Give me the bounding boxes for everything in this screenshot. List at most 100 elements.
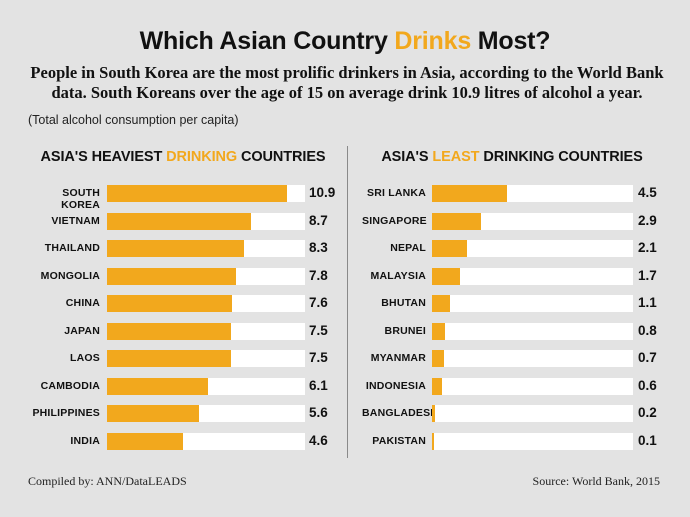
least-bar-track [432,267,633,285]
heaviest-value-label: 7.8 [309,267,328,283]
least-bar-row: BRUNEI 0.8 [362,321,662,349]
least-bar-row: NEPAL 2.1 [362,238,662,266]
least-bar [432,350,444,367]
heaviest-bar-row: LAOS 7.5 [28,348,338,376]
heaviest-bar-row: CAMBODIA 6.1 [28,376,338,404]
heaviest-bar-row: MONGOLIA 7.8 [28,266,338,294]
heaviest-value-label: 8.7 [309,212,328,228]
heaviest-bar-row: CHINA 7.6 [28,293,338,321]
least-bar-row: SRI LANKA 4.5 [362,183,662,211]
heaviest-value-label: 7.5 [309,322,328,338]
heaviest-bar-row: INDIA 4.6 [28,431,338,459]
heaviest-value-label: 4.6 [309,432,328,448]
heaviest-title-pre: ASIA'S HEAVIEST [40,149,167,165]
least-bar-row: BANGLADESH 0.2 [362,403,662,431]
least-category-label: SRI LANKA [367,187,426,199]
heaviest-category-label: SOUTH KOREA [61,187,100,211]
least-bar-row: INDONESIA 0.6 [362,376,662,404]
heaviest-bar-row: PHILIPPINES 5.6 [28,403,338,431]
least-value-label: 1.7 [638,267,657,283]
least-bar-track [432,295,633,312]
heaviest-bar [107,377,208,395]
least-bar [432,240,468,257]
heaviest-value-label: 7.6 [309,295,328,310]
subtitle: People in South Korea are the most proli… [30,63,664,102]
least-bar-track [432,377,633,395]
least-bar [432,267,461,285]
least-category-label: SINGAPORE [362,214,427,227]
least-category-label: BRUNEI [384,324,426,337]
least-bar-track [432,432,633,450]
title-highlight: Drinks [394,27,472,55]
heaviest-bar-row: VIETNAM 8.7 [28,211,338,239]
heaviest-bar-track [107,322,305,340]
least-bar [432,377,443,395]
least-category-label: BHUTAN [381,297,426,309]
heaviest-bar [107,405,200,422]
least-title-highlight: LEAST [432,149,480,165]
heaviest-bar-track [107,267,305,285]
heaviest-category-label: THAILAND [44,242,100,254]
heaviest-bar [107,240,244,257]
least-value-label: 2.9 [638,212,657,228]
heaviest-bar [107,295,233,312]
least-bar-row: BHUTAN 1.1 [362,293,662,321]
least-bar-track [432,322,633,340]
heaviest-value-label: 5.6 [309,405,328,420]
heaviest-bar [107,322,231,340]
least-bar-list: SRI LANKA 4.5 SINGAPORE 2.9 NEPAL 2.1 MALAYSIA… [362,183,662,458]
heaviest-bar-track [107,350,305,367]
heaviest-category-label: INDIA [70,434,100,447]
least-bar [432,295,451,312]
heaviest-bar-row: SOUTH KOREA 10.9 [28,183,338,211]
heaviest-bar-row: THAILAND 8.3 [28,238,338,266]
least-category-label: PAKISTAN [372,434,426,447]
least-panel: ASIA'S LEAST DRINKING COUNTRIES SRI LANK… [362,146,662,458]
heaviest-bar-track [107,377,305,395]
heaviest-bar-track [107,240,305,257]
least-bar-track [432,240,633,257]
heaviest-category-label: CHINA [65,297,100,309]
heaviest-bar [107,432,183,450]
least-value-label: 0.7 [638,350,657,365]
least-category-label: INDONESIA [365,379,426,392]
heaviest-category-label: JAPAN [64,324,100,337]
least-bar [432,212,481,230]
page-title: Which Asian Country Drinks Most? [0,27,690,56]
least-value-label: 0.8 [638,322,657,338]
heaviest-panel: ASIA'S HEAVIEST DRINKING COUNTRIES SOUTH… [28,146,338,458]
least-bar-track [432,350,633,367]
heaviest-bar-track [107,432,305,450]
heaviest-value-label: 8.3 [309,240,328,255]
least-value-label: 0.6 [638,377,657,393]
least-bar-track [432,212,633,230]
heaviest-bar-track [107,405,305,422]
heaviest-panel-title: ASIA'S HEAVIEST DRINKING COUNTRIES [28,146,338,168]
least-bar-track [432,405,633,422]
heaviest-value-label: 10.9 [309,185,336,200]
units-note: (Total alcohol consumption per capita) [28,113,239,127]
least-value-label: 2.1 [638,240,657,255]
title-pre: Which Asian Country [139,27,395,55]
heaviest-category-label: LAOS [70,352,100,364]
heaviest-category-label: MONGOLIA [40,269,100,282]
heaviest-bar [107,185,287,202]
compiled-by: Compiled by: ANN/DataLEADS [28,474,187,488]
least-category-label: NEPAL [390,242,426,254]
least-bar-track [432,185,633,202]
heaviest-category-label: CAMBODIA [40,379,100,392]
least-bar-row: MYANMAR 0.7 [362,348,662,376]
least-title-post: DRINKING COUNTRIES [479,149,643,165]
heaviest-value-label: 7.5 [309,350,328,365]
least-panel-title: ASIA'S LEAST DRINKING COUNTRIES [362,146,662,168]
least-category-label: MALAYSIA [370,269,426,282]
least-value-label: 0.2 [638,405,657,420]
least-bar [432,405,436,422]
least-value-label: 4.5 [638,185,657,200]
heaviest-bar-row: JAPAN 7.5 [28,321,338,349]
heaviest-title-post: COUNTRIES [237,149,326,165]
heaviest-value-label: 6.1 [309,377,328,393]
heaviest-bar-track [107,212,305,230]
panel-divider [347,146,348,458]
least-category-label: BANGLADESH [362,407,439,419]
